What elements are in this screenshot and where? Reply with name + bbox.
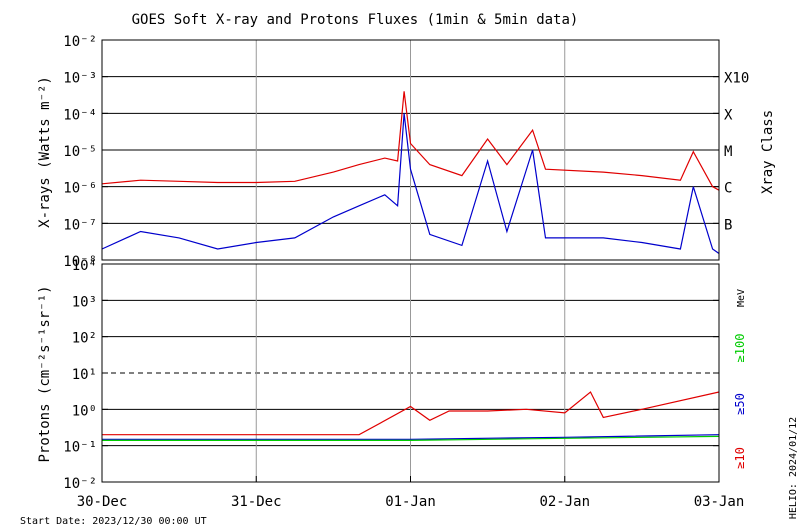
y-tick-label: 10⁻⁷: [63, 217, 97, 233]
x-tick-label: 02-Jan: [539, 494, 590, 510]
series-line-≥10: [102, 391, 720, 436]
x-tick-label: 30-Dec: [77, 494, 128, 510]
grid-layer: [101, 39, 720, 483]
y-tick-label: 10³: [72, 294, 97, 310]
xray-class-label: Xray Class: [760, 110, 776, 194]
xray-class-tick: B: [724, 217, 732, 233]
y-tick-label: 10⁻³: [63, 71, 97, 87]
series-line-≥100: [102, 435, 720, 441]
legend-entry-≥100: ≥100: [733, 334, 747, 363]
x-tick-label: 03-Jan: [694, 494, 745, 510]
xray-panel-frame: [101, 39, 720, 261]
credit-label: HELIO: 2024/01/12: [788, 417, 799, 519]
xray-class-tick: X: [724, 107, 733, 123]
x-tick-label: 01-Jan: [385, 494, 436, 510]
y-tick-label: 10⁻⁵: [63, 144, 97, 160]
y-tick-label: 10¹: [72, 367, 97, 383]
y-tick-label: 10⁻⁶: [63, 181, 97, 197]
y-tick-label: 10²: [72, 331, 97, 347]
proton-panel-frame: [101, 263, 720, 483]
xray-ylabel: X-rays (Watts m⁻²): [37, 76, 53, 228]
xray-series-line: [101, 91, 720, 191]
y-tick-label: 10⁰: [72, 403, 97, 419]
legend-entry-≥50: ≥50: [733, 393, 747, 415]
series-line-≥50: [102, 434, 720, 440]
proton-ylabel: Protons (cm⁻²s⁻¹sr⁻¹): [37, 285, 53, 462]
xray-series-line: [101, 113, 720, 254]
y-tick-label: 10⁻²: [63, 34, 97, 50]
y-tick-label: 10⁻²: [63, 476, 97, 492]
y-tick-label: 10⁴: [72, 258, 97, 274]
xray-class-tick: C: [724, 181, 732, 197]
plot-layer: [101, 91, 720, 441]
proton-unit-label: MeV: [736, 289, 747, 307]
chart-title: GOES Soft X-ray and Protons Fluxes (1min…: [132, 12, 579, 28]
y-tick-label: 10⁻⁴: [63, 107, 97, 123]
legend-entry-≥10: ≥10: [733, 447, 747, 469]
y-tick-label: 10⁻⁸: [63, 254, 97, 270]
x-tick-label: 31-Dec: [231, 494, 282, 510]
y-tick-label: 10⁻¹: [63, 440, 97, 456]
xray-class-tick: X10: [724, 71, 749, 87]
start-date-label: Start Date: 2023/12/30 00:00 UT: [20, 516, 207, 527]
xray-class-tick: M: [724, 144, 732, 160]
